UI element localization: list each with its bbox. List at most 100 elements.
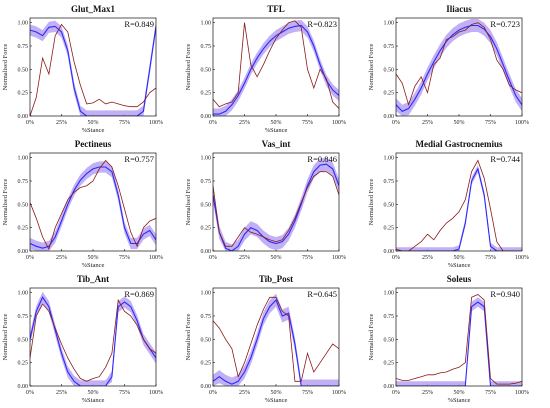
y-tick-label: 0.00 [201,114,212,120]
series-line-model [213,163,339,251]
x-tick-label: 25% [56,255,67,261]
r-value-label: R=0.723 [490,19,520,29]
r-value-label: R=0.744 [490,154,520,164]
chart-title: Glut_Max1 [71,4,115,14]
x-tick-label: 50% [88,120,99,126]
model-band [396,18,522,116]
x-axis-label: %Stance [448,262,471,269]
series-line-model [396,24,522,112]
r-value-label: R=0.823 [307,19,337,29]
chart-title: Tib_Post [259,274,293,284]
x-tick-label: 0% [26,390,34,396]
series-line-emg [213,171,339,247]
model-band [30,291,156,386]
x-tick-label: 50% [454,120,465,126]
y-tick-label: 1.00 [18,156,29,162]
y-tick-label: 0.00 [384,114,395,120]
x-axis-label: %Stance [265,127,288,134]
model-band [213,293,339,386]
y-tick-label: 0.25 [201,226,212,232]
plot-frame [29,17,157,117]
y-axis-label: Normalised Force [185,314,192,361]
x-tick-label: 100% [332,255,346,261]
y-tick-label: 0.25 [18,91,29,97]
y-tick-label: 0.00 [201,384,212,390]
x-tick-label: 50% [454,255,465,261]
x-axis-label: %Stance [82,262,105,269]
x-tick-label: 75% [119,120,130,126]
x-tick-label: 100% [149,120,163,126]
x-tick-label: 25% [422,255,433,261]
y-tick-label: 0.00 [201,249,212,255]
y-axis-label: Normalised Force [2,179,9,226]
y-tick-label: 0.50 [384,67,395,73]
y-tick-label: 0.75 [384,179,395,185]
x-tick-label: 75% [302,390,313,396]
plot-frame [212,17,340,117]
y-axis-label: Normalised Force [368,314,375,361]
series-line-emg [396,159,522,251]
y-tick-label: 0.00 [18,384,29,390]
x-tick-label: 0% [392,120,400,126]
y-tick-label: 0.50 [18,67,29,73]
x-tick-label: 25% [56,390,67,396]
x-tick-label: 75% [485,390,496,396]
plot-frame [395,17,523,117]
y-tick-label: 1.00 [384,21,395,27]
x-tick-label: 100% [332,120,346,126]
x-tick-label: 25% [239,255,250,261]
plot-frame [29,152,157,252]
chart-panel: Vas_int Normalised Force 0.00 0.25 0.50 0.75 1… [185,139,346,261]
y-tick-label: 0.25 [384,226,395,232]
y-tick-label: 1.00 [18,291,29,297]
y-tick-label: 0.50 [18,202,29,208]
model-band [30,161,156,251]
r-value-label: R=0.645 [307,289,337,299]
y-tick-label: 0.00 [384,249,395,255]
series-line-model [213,24,339,115]
chart-title: Tib_Ant [77,274,109,284]
y-axis-label: Normalised Force [2,314,9,361]
chart-title: Soleus [447,274,472,284]
x-tick-label: 100% [515,390,529,396]
x-tick-label: 25% [56,120,67,126]
y-axis-label: Normalised Force [2,44,9,91]
y-axis-label: Normalised Force [368,179,375,226]
x-tick-label: 75% [485,255,496,261]
chart-title: Medial Gastrocnemius [415,139,503,149]
x-tick-label: 100% [149,390,163,396]
r-value-label: R=0.940 [490,289,520,299]
x-tick-label: 0% [26,120,34,126]
y-tick-label: 1.00 [201,21,212,27]
y-tick-label: 0.25 [384,91,395,97]
series-line-emg [213,296,339,382]
r-value-label: R=0.849 [124,19,154,29]
y-tick-label: 0.50 [18,337,29,343]
y-tick-label: 0.25 [201,91,212,97]
y-tick-label: 0.50 [384,202,395,208]
series-line-emg [213,20,339,109]
y-tick-label: 0.00 [18,249,29,255]
x-tick-label: 75% [119,390,130,396]
series-line-emg [30,23,156,116]
x-axis-label: %Stance [82,127,105,134]
model-band [396,297,522,386]
series-line-emg [396,22,522,107]
r-value-label: R=0.846 [307,154,337,164]
y-tick-label: 0.50 [201,67,212,73]
x-tick-label: 50% [271,120,282,126]
y-tick-label: 1.00 [201,156,212,162]
plot-frame [395,152,523,252]
x-axis-label: %Stance [448,397,471,404]
model-band [396,165,522,251]
x-tick-label: 75% [302,255,313,261]
chart-panel: Glut_Max1 Normalised Force %Stance 0.00 0.25… [2,4,163,134]
y-tick-label: 1.00 [201,291,212,297]
x-tick-label: 50% [88,255,99,261]
y-tick-label: 0.75 [18,44,29,50]
series-line-emg [30,159,156,251]
x-tick-label: 25% [422,390,433,396]
y-tick-label: 0.75 [384,44,395,50]
chart-panel: Iliacus Normalised Force 0.00 0.25 0.50 0.75 1… [368,4,529,126]
chart-panel: TFL Normalised Force %Stance 0.00 0.25 0.50 0.… [185,4,346,134]
